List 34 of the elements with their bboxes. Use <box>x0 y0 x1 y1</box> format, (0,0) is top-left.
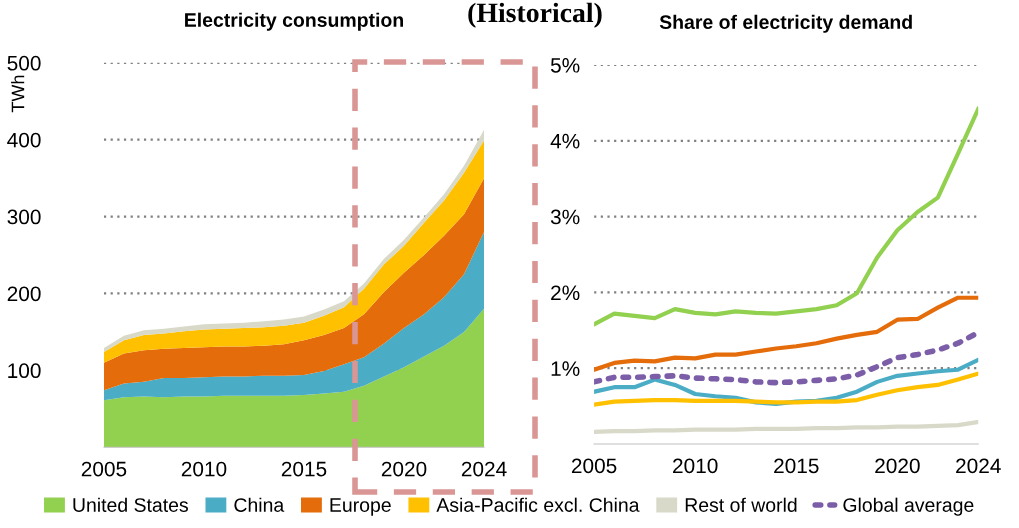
chart-title: Share of electricity demand <box>659 14 912 33</box>
y-tick-label: 5% <box>550 58 580 73</box>
text: (Historical) <box>468 2 602 28</box>
x-tick-label: 2015 <box>774 458 819 474</box>
line-series <box>594 295 979 372</box>
y-tick-label: 400 <box>7 132 41 148</box>
y-tick-label: 200 <box>7 286 41 302</box>
y-tick-label: 4% <box>550 133 580 149</box>
legend-label: Asia-Pacific excl. China <box>436 497 640 512</box>
legend-label: United States <box>73 497 188 512</box>
line-series <box>594 106 979 327</box>
chart-title: Electricity consumption <box>185 12 403 31</box>
line-series <box>594 419 979 435</box>
y-axis-title: TWh <box>11 75 25 113</box>
x-tick-label: 2020 <box>875 458 920 474</box>
x-tick-label: 2024 <box>461 461 507 477</box>
y-tick-label: 100 <box>8 363 41 379</box>
x-tick-label: 2010 <box>181 461 227 477</box>
legend-label: Rest of world <box>685 497 797 512</box>
x-tick-label: 2005 <box>571 458 617 474</box>
y-tick-label: 3% <box>550 209 580 225</box>
x-tick-label: 2015 <box>281 461 327 477</box>
x-tick-label: 2020 <box>381 461 427 477</box>
x-tick-label: 2024 <box>956 458 1001 474</box>
legend-label: Global average <box>843 497 974 516</box>
line-series <box>594 371 979 407</box>
y-tick-label: 500 <box>7 55 41 71</box>
x-tick-label: 2005 <box>81 461 127 477</box>
y-tick-label: 2% <box>551 285 580 301</box>
y-tick-label: 300 <box>7 209 41 225</box>
x-tick-label: 2010 <box>673 458 718 474</box>
legend-label: Europe <box>330 498 391 516</box>
y-tick-label: 1% <box>551 361 580 376</box>
legend-label: China <box>234 497 285 512</box>
